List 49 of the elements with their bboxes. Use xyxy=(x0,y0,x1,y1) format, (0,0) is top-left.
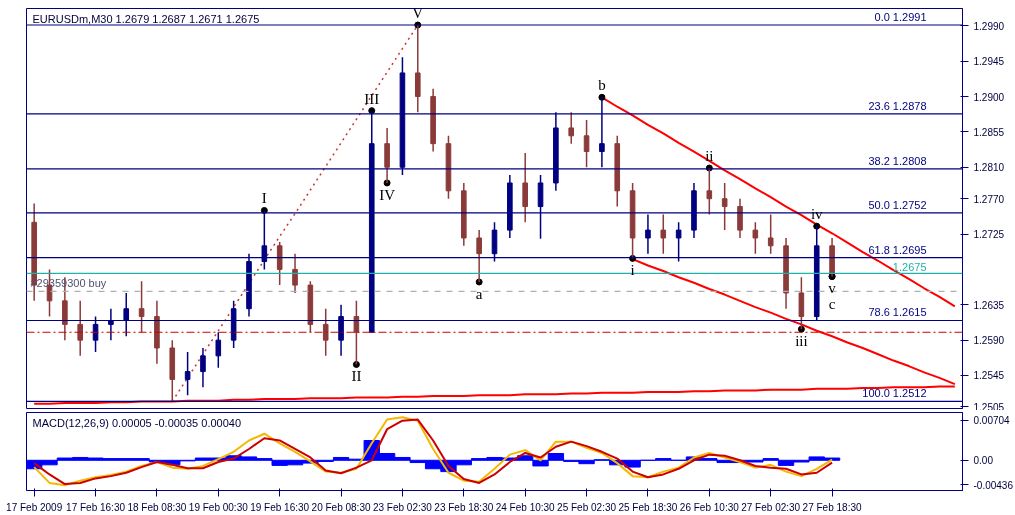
y-tick-label: 1.2855 xyxy=(973,126,1005,138)
data-label: i xyxy=(630,262,635,279)
x-tick-label: 27 Feb 02:30 xyxy=(741,501,801,513)
x-tick-label: 26 Feb 10:30 xyxy=(679,501,740,513)
y-tick-label: 1.2725 xyxy=(973,229,1005,241)
data-label: a xyxy=(475,285,483,302)
ref-line-label: 61.8 1.2695 xyxy=(868,243,927,256)
ref-line-label: 1.2675 xyxy=(892,261,927,274)
data-label: III xyxy=(364,90,380,107)
ref-line-label: 23.6 1.2878 xyxy=(868,99,927,112)
x-tick-label: 25 Feb 02:30 xyxy=(557,501,617,513)
y-tick-label: 1.2590 xyxy=(973,335,1005,347)
x-tick-label: 17 Feb 16:30 xyxy=(66,501,126,513)
x-tick-label: 27 Feb 18:30 xyxy=(802,501,862,513)
x-tick-label: 25 Feb 18:30 xyxy=(618,501,678,513)
y-tick-label: 1.2635 xyxy=(973,299,1005,311)
x-tick-label: 19 Feb 16:30 xyxy=(250,501,310,513)
y-tick-label: 0.00 xyxy=(973,455,994,467)
data-label: II xyxy=(351,368,362,385)
y-tick-label: 0.00704 xyxy=(973,415,1011,427)
y-tick-label: 1.2810 xyxy=(973,162,1005,174)
x-tick-label: 23 Feb 02:30 xyxy=(372,501,433,513)
x-tick-label: 18 Feb 08:30 xyxy=(127,501,187,513)
y-tick-label: 1.2945 xyxy=(973,56,1005,68)
x-tick-label: 23 Feb 18:30 xyxy=(434,501,494,513)
ref-line-label: 100.0 1.2512 xyxy=(862,387,927,400)
chart-title: EURUSDm,M30 1.2679 1.2687 1.2671 1.2675 xyxy=(32,12,260,25)
y-tick-label: 1.2545 xyxy=(973,370,1005,382)
y-tick-label: -0.00436 xyxy=(973,479,1014,491)
y-tick-label: 1.2900 xyxy=(973,91,1005,103)
ref-line-label: 50.0 1.2752 xyxy=(868,198,927,211)
x-tick-label: 24 Feb 10:30 xyxy=(495,501,556,513)
y-tick-label: 1.2770 xyxy=(973,193,1005,205)
ref-line-label: 38.2 1.2808 xyxy=(868,154,927,167)
x-tick-label: 17 Feb 2009 xyxy=(6,501,63,513)
data-label: V xyxy=(412,5,424,21)
x-tick-label: 19 Feb 00:30 xyxy=(188,501,249,513)
y-tick-label: 1.2505 xyxy=(973,401,1005,413)
ref-line-label: 78.6 1.2615 xyxy=(868,306,927,319)
data-label: I xyxy=(261,190,267,207)
data-label: b xyxy=(598,77,606,94)
chart-title: MACD(12,26,9) 0.00005 -0.00035 0.00040 xyxy=(32,416,242,429)
y-tick-label: 1.2990 xyxy=(973,20,1005,32)
data-label: IV xyxy=(379,186,396,203)
data-label: iii xyxy=(795,333,808,350)
x-tick-label: 20 Feb 08:30 xyxy=(311,501,371,513)
ref-line-label: 0.0 1.2991 xyxy=(874,11,927,23)
data-label: v xyxy=(828,280,837,297)
data-label: c xyxy=(828,296,836,313)
